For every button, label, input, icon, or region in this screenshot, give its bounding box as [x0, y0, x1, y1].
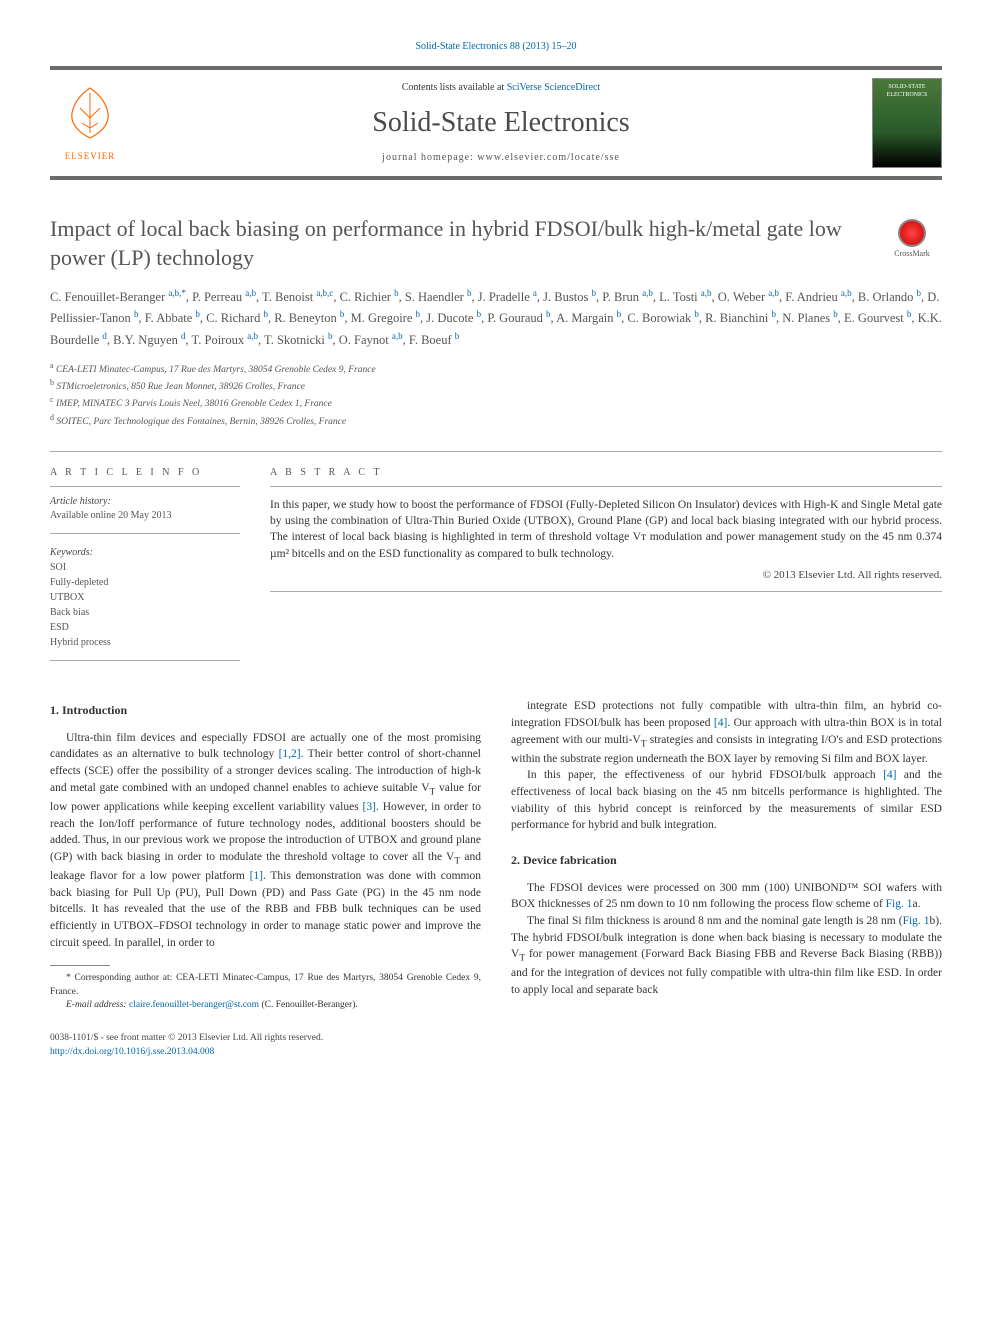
abstract-header: A B S T R A C T: [270, 466, 942, 487]
abstract-text: In this paper, we study how to boost the…: [270, 497, 942, 561]
title-text: Impact of local back biasing on performa…: [50, 216, 842, 270]
article-title: Impact of local back biasing on performa…: [50, 215, 942, 272]
section-1-para-2: In this paper, the effectiveness of our …: [511, 767, 942, 834]
citation-line: Solid-State Electronics 88 (2013) 15–20: [50, 40, 942, 54]
abstract-copyright: © 2013 Elsevier Ltd. All rights reserved…: [270, 568, 942, 592]
keywords-label: Keywords:: [50, 546, 240, 560]
homepage-url[interactable]: www.elsevier.com/locate/sse: [477, 152, 619, 163]
footnote-separator: [50, 965, 110, 966]
author-email[interactable]: claire.fenouillet-beranger@st.com: [129, 1000, 259, 1010]
contents-available: Contents lists available at SciVerse Sci…: [130, 81, 872, 95]
email-label: E-mail address:: [66, 1000, 129, 1010]
abstract-column: A B S T R A C T In this paper, we study …: [270, 466, 942, 673]
email-footnote: E-mail address: claire.fenouillet-berang…: [50, 999, 481, 1012]
crossmark-badge[interactable]: CrossMark: [882, 219, 942, 259]
section-2-title: 2. Device fabrication: [511, 852, 942, 869]
article-history-block: Article history: Available online 20 May…: [50, 495, 240, 534]
crossmark-label: CrossMark: [882, 249, 942, 259]
right-column: integrate ESD protections not fully comp…: [511, 698, 942, 1012]
section-1-para-1b: integrate ESD protections not fully comp…: [511, 698, 942, 767]
crossmark-icon: [898, 219, 926, 247]
sciencedirect-link[interactable]: SciVerse ScienceDirect: [507, 82, 601, 93]
section-2-para-2: The final Si film thickness is around 8 …: [511, 913, 942, 999]
corresponding-footnote: * Corresponding author at: CEA-LETI Mina…: [50, 972, 481, 999]
journal-name: Solid-State Electronics: [130, 103, 872, 142]
email-person: (C. Fenouillet-Beranger).: [259, 1000, 358, 1010]
homepage-label: journal homepage:: [382, 152, 477, 163]
keywords-list: SOIFully-depletedUTBOXBack biasESDHybrid…: [50, 560, 240, 650]
article-info-column: A R T I C L E I N F O Article history: A…: [50, 466, 240, 673]
history-label: Article history:: [50, 495, 240, 509]
keywords-block: Keywords: SOIFully-depletedUTBOXBack bia…: [50, 546, 240, 661]
publisher-name: ELSEVIER: [50, 150, 130, 163]
affiliations: a CEA-LETI Minatec-Campus, 17 Rue des Ma…: [50, 360, 942, 430]
front-matter-line: 0038-1101/$ - see front matter © 2013 El…: [50, 1032, 942, 1045]
section-1-title: 1. Introduction: [50, 702, 481, 719]
history-value: Available online 20 May 2013: [50, 509, 240, 523]
bottom-meta: 0038-1101/$ - see front matter © 2013 El…: [50, 1032, 942, 1059]
body-columns: 1. Introduction Ultra-thin film devices …: [50, 698, 942, 1012]
authors-list: C. Fenouillet-Beranger a,b,*, P. Perreau…: [50, 286, 942, 349]
section-2-para-1: The FDSOI devices were processed on 300 …: [511, 880, 942, 913]
cover-thumbnail: SOLID-STATE ELECTRONICS: [872, 78, 942, 168]
section-1-para-1: Ultra-thin film devices and especially F…: [50, 730, 481, 952]
article-info-header: A R T I C L E I N F O: [50, 466, 240, 487]
contents-prefix: Contents lists available at: [402, 82, 507, 93]
journal-homepage: journal homepage: www.elsevier.com/locat…: [130, 151, 872, 165]
elsevier-logo: ELSEVIER: [50, 83, 130, 162]
elsevier-tree-icon: [60, 83, 120, 143]
doi-link[interactable]: http://dx.doi.org/10.1016/j.sse.2013.04.…: [50, 1047, 214, 1057]
cover-thumb-title: SOLID-STATE ELECTRONICS: [873, 79, 941, 100]
journal-header: ELSEVIER Contents lists available at Sci…: [50, 66, 942, 180]
left-column: 1. Introduction Ultra-thin film devices …: [50, 698, 481, 1012]
